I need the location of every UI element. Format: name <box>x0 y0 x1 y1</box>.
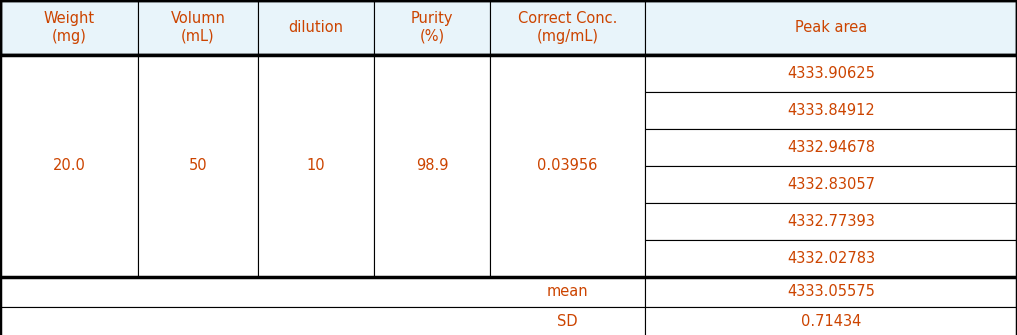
Text: 4332.83057: 4332.83057 <box>787 177 875 192</box>
Bar <box>490 55 645 277</box>
Bar <box>138 0 258 55</box>
Text: 10: 10 <box>307 158 325 174</box>
Bar <box>258 55 374 277</box>
Bar <box>645 0 1017 55</box>
Bar <box>490 0 645 55</box>
Text: Weight
(mg): Weight (mg) <box>44 11 95 44</box>
Bar <box>645 307 1017 335</box>
Bar <box>645 203 1017 240</box>
Text: Correct Conc.
(mg/mL): Correct Conc. (mg/mL) <box>518 11 617 44</box>
Text: 4332.02783: 4332.02783 <box>787 251 875 266</box>
Text: Peak area: Peak area <box>795 20 868 35</box>
Bar <box>0 55 138 277</box>
Text: 50: 50 <box>189 158 207 174</box>
Text: 98.9: 98.9 <box>416 158 448 174</box>
Bar <box>645 166 1017 203</box>
Bar <box>138 55 258 277</box>
Bar <box>258 0 374 55</box>
Bar <box>645 55 1017 92</box>
Bar <box>0 307 645 335</box>
Bar <box>374 0 490 55</box>
Bar <box>374 55 490 277</box>
Text: Purity
(%): Purity (%) <box>411 11 454 44</box>
Bar <box>645 129 1017 166</box>
Bar <box>645 277 1017 307</box>
Bar <box>645 92 1017 129</box>
Text: SD: SD <box>557 315 578 330</box>
Text: 4333.84912: 4333.84912 <box>787 103 875 118</box>
Bar <box>0 0 1017 55</box>
Text: Volumn
(mL): Volumn (mL) <box>171 11 226 44</box>
Text: 4333.05575: 4333.05575 <box>787 284 875 299</box>
Text: 20.0: 20.0 <box>53 158 85 174</box>
Bar <box>0 277 645 307</box>
Text: dilution: dilution <box>289 20 344 35</box>
Text: 0.03956: 0.03956 <box>537 158 598 174</box>
Text: 4332.77393: 4332.77393 <box>787 214 875 229</box>
Text: 4333.90625: 4333.90625 <box>787 66 875 81</box>
Text: 0.71434: 0.71434 <box>800 315 861 330</box>
Bar <box>645 240 1017 277</box>
Bar <box>0 0 138 55</box>
Text: mean: mean <box>547 284 588 299</box>
Text: 4332.94678: 4332.94678 <box>787 140 875 155</box>
